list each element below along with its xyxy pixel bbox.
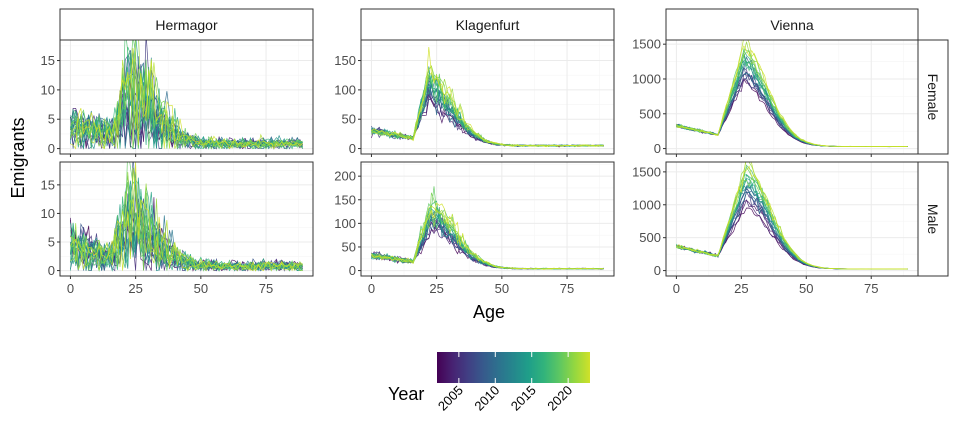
legend-title: Year [388,384,424,404]
strip-label-female: Female [925,74,941,121]
x-tick-label: 25 [429,281,443,296]
series-group [676,40,908,148]
x-tick-label: 75 [864,281,878,296]
series-line-2021 [70,40,303,149]
series-group [70,40,303,150]
panel-background [666,162,918,276]
y-tick-label: 200 [334,169,356,184]
y-tick-label: 500 [639,230,661,245]
x-tick-label: 25 [734,281,748,296]
panel-border [360,161,615,277]
y-tick-label: 0 [48,263,55,278]
series-line-2020 [70,67,303,150]
series-line-2018 [70,182,303,272]
y-tick-label: 5 [48,235,55,250]
y-tick-label: 500 [639,106,661,121]
row-strip-male: Male [917,161,949,277]
y-tick-label: 100 [334,82,356,97]
legend: Year 2005 2010 2015 2020 [388,352,590,414]
legend-tick-label: 2010 [471,383,502,414]
legend-tick-label: 2020 [544,383,575,414]
series-line-2022 [70,167,303,272]
series-line-2023 [371,202,604,270]
panel-hermagor-female: 0 5 10 15 [41,39,314,157]
y-tick-label: 0 [349,141,356,156]
y-tick-label: 50 [342,239,356,254]
strip-label-vienna: Vienna [770,17,814,33]
x-tick-label: 0 [368,281,375,296]
series-group [371,186,604,270]
panel-hermagor-male: 0 5 10 15 0 25 50 75 [41,161,314,296]
x-tick-label: 25 [128,281,142,296]
series-group [70,162,303,272]
y-tick-label: 0 [654,263,661,278]
column-strip-hermagor: Hermagor [59,8,314,41]
column-strip-klagenfurt: Klagenfurt [360,8,615,41]
panel-vienna-female: 0 500 1000 1500 [632,37,919,157]
strip-label-hermagor: Hermagor [155,17,218,33]
series-line-2022 [70,58,303,149]
row-strip-female: Female [917,39,949,155]
series-line-2023 [676,165,908,270]
series-line-2023 [70,162,303,272]
y-tick-label: 15 [41,177,55,192]
series-line-2023 [371,46,604,148]
y-axis-title: Emigrants [8,117,28,198]
x-tick-label: 50 [194,281,208,296]
x-tick-label: 50 [799,281,813,296]
panel-border [360,39,615,155]
legend-tick-label: 2015 [508,383,539,414]
series-line-2020 [70,191,303,272]
y-tick-label: 150 [334,192,356,207]
panel-border [665,161,919,277]
panel-border [59,39,314,155]
series-line-2023 [70,47,303,150]
panel-klagenfurt-male: 0 50 100 150 200 0 25 50 75 [334,161,615,296]
series-group [676,162,908,270]
y-tick-label: 150 [334,53,356,68]
y-tick-label: 0 [48,141,55,156]
legend-tick-label: 2005 [435,383,466,414]
series-line-2017 [70,46,303,150]
y-tick-label: 50 [342,112,356,127]
y-tick-label: 100 [334,216,356,231]
panel-background [361,162,614,276]
panel-border [665,39,919,155]
x-tick-label: 0 [67,281,74,296]
x-axis-title: Age [473,302,505,322]
y-tick-label: 1500 [632,37,661,52]
strip-label-male: Male [925,204,941,235]
panel-vienna-male: 0 500 1000 1500 0 25 50 75 [632,161,919,296]
x-tick-label: 75 [560,281,574,296]
y-tick-label: 5 [48,112,55,127]
legend-colorbar [437,352,590,383]
y-tick-label: 10 [41,82,55,97]
x-tick-label: 75 [259,281,273,296]
y-tick-label: 1000 [632,197,661,212]
series-group [371,46,604,148]
y-tick-label: 1500 [632,164,661,179]
panel-border [59,161,314,277]
y-tick-label: 0 [654,141,661,156]
series-line-2023 [676,45,908,148]
y-tick-label: 0 [349,263,356,278]
y-tick-label: 1000 [632,71,661,86]
strip-label-klagenfurt: Klagenfurt [456,17,520,33]
y-tick-label: 15 [41,53,55,68]
column-strip-vienna: Vienna [665,8,919,41]
x-tick-label: 0 [673,281,680,296]
panel-klagenfurt-female: 0 50 100 150 [334,39,615,157]
x-tick-label: 50 [495,281,509,296]
y-tick-label: 10 [41,206,55,221]
